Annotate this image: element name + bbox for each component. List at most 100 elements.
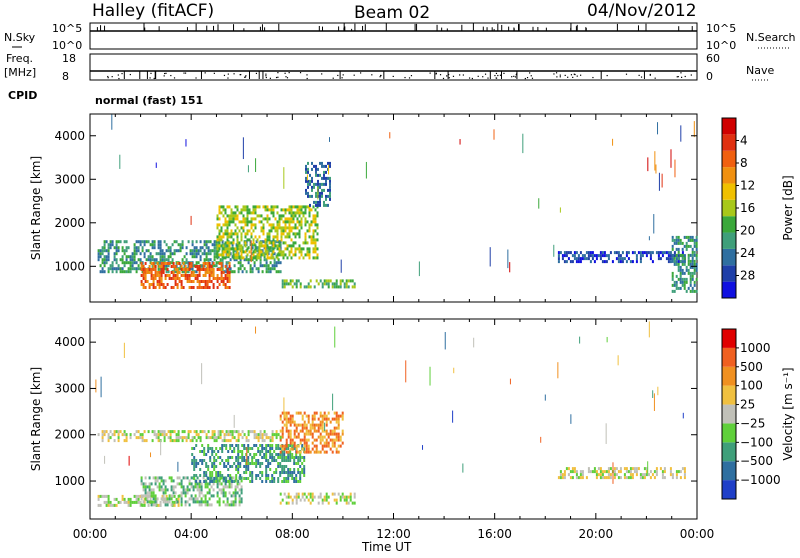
data-cell: [635, 467, 638, 471]
data-cell: [333, 441, 336, 445]
data-cell: [150, 500, 153, 504]
data-cell: [193, 249, 196, 253]
data-cell: [111, 267, 114, 271]
data-cell: [252, 208, 255, 212]
data-cell: [218, 208, 221, 212]
data-cell: [671, 283, 674, 287]
colorbar-swatch: [722, 118, 736, 135]
data-cell: [185, 436, 188, 440]
data-cell: [219, 436, 222, 440]
data-cell: [189, 252, 192, 256]
data-cell: [226, 286, 229, 289]
data-cell: [607, 473, 610, 477]
data-cell: [287, 453, 290, 456]
data-cell: [297, 411, 300, 415]
data-cell: [261, 433, 264, 437]
data-cell: [296, 217, 299, 221]
colorbar-tick-label: 16: [740, 201, 755, 215]
nsky-panel: N.Sky 10^5 10^0 10^5 10^0 N.Search: [4, 22, 796, 52]
data-cell: [212, 277, 215, 280]
data-cell: [239, 261, 242, 265]
data-cell: [141, 439, 144, 443]
data-cell: [273, 252, 276, 256]
data-cell: [178, 494, 181, 498]
data-cell: [140, 274, 143, 277]
data-cell: [167, 270, 170, 274]
data-cell: [323, 414, 326, 418]
data-cell: [695, 277, 698, 281]
data-cell: [137, 267, 140, 271]
data-cell: [296, 211, 299, 215]
data-cell: [293, 441, 296, 445]
data-cell: [677, 260, 680, 264]
data-cell: [331, 444, 334, 448]
data-cell: [206, 503, 209, 507]
data-cell: [224, 286, 227, 289]
data-cell: [249, 462, 252, 465]
data-cell: [164, 500, 167, 504]
data-cell: [240, 253, 243, 257]
data-cell: [148, 485, 151, 489]
data-cell: [298, 223, 301, 227]
data-cell: [619, 470, 622, 474]
data-cell: [286, 208, 289, 212]
data-cell: [101, 249, 104, 253]
data-cell: [272, 211, 275, 215]
data-cell: [149, 258, 152, 262]
data-cell: [300, 220, 303, 224]
data-cell: [151, 243, 154, 247]
data-cell: [204, 286, 207, 289]
data-cell: [579, 473, 582, 477]
data-cell: [273, 258, 276, 262]
data-cell: [144, 286, 147, 289]
data-cell: [234, 247, 237, 251]
data-cell: [205, 246, 208, 250]
data-cell: [228, 286, 231, 289]
data-cell: [303, 420, 306, 424]
data-cell: [186, 491, 189, 495]
data-cell: [261, 439, 264, 443]
data-cell: [347, 495, 350, 499]
data-cell: [167, 255, 170, 259]
data-cell: [187, 430, 190, 434]
data-cell: [193, 447, 196, 450]
data-cell: [300, 247, 303, 251]
data-cell: [625, 260, 628, 264]
data-cell: [665, 257, 668, 261]
data-cell: [693, 280, 696, 284]
data-cell: [268, 241, 271, 245]
data-cell: [579, 260, 582, 264]
data-cell: [194, 274, 197, 277]
data-cell: [571, 260, 574, 264]
data-cell: [313, 200, 315, 204]
data-cell: [319, 450, 322, 454]
data-cell: [631, 467, 634, 471]
data-cell: [581, 470, 584, 474]
data-cell: [669, 470, 672, 474]
data-cell: [171, 430, 174, 434]
data-cell: [252, 229, 255, 233]
data-cell: [251, 459, 254, 462]
data-cell: [172, 479, 175, 483]
data-cell: [312, 220, 315, 224]
data-cell: [627, 470, 630, 474]
data-cell: [295, 477, 298, 480]
data-cell: [195, 270, 198, 274]
data-cell: [265, 433, 268, 437]
data-cell: [327, 441, 330, 445]
data-cell: [115, 252, 118, 256]
data-cell: [299, 480, 302, 483]
data-cell: [144, 274, 147, 277]
data-cell: [262, 253, 265, 257]
nave-point: [306, 77, 308, 80]
data-cell: [577, 476, 580, 480]
data-cell: [137, 249, 140, 253]
data-cell: [579, 470, 582, 474]
data-cell: [224, 250, 227, 254]
data-cell: [269, 246, 272, 250]
data-cell: [156, 497, 159, 501]
data-cell: [174, 274, 177, 277]
data-cell: [603, 470, 606, 474]
data-cell: [653, 476, 656, 480]
nave-tick-top: 60: [706, 52, 720, 65]
